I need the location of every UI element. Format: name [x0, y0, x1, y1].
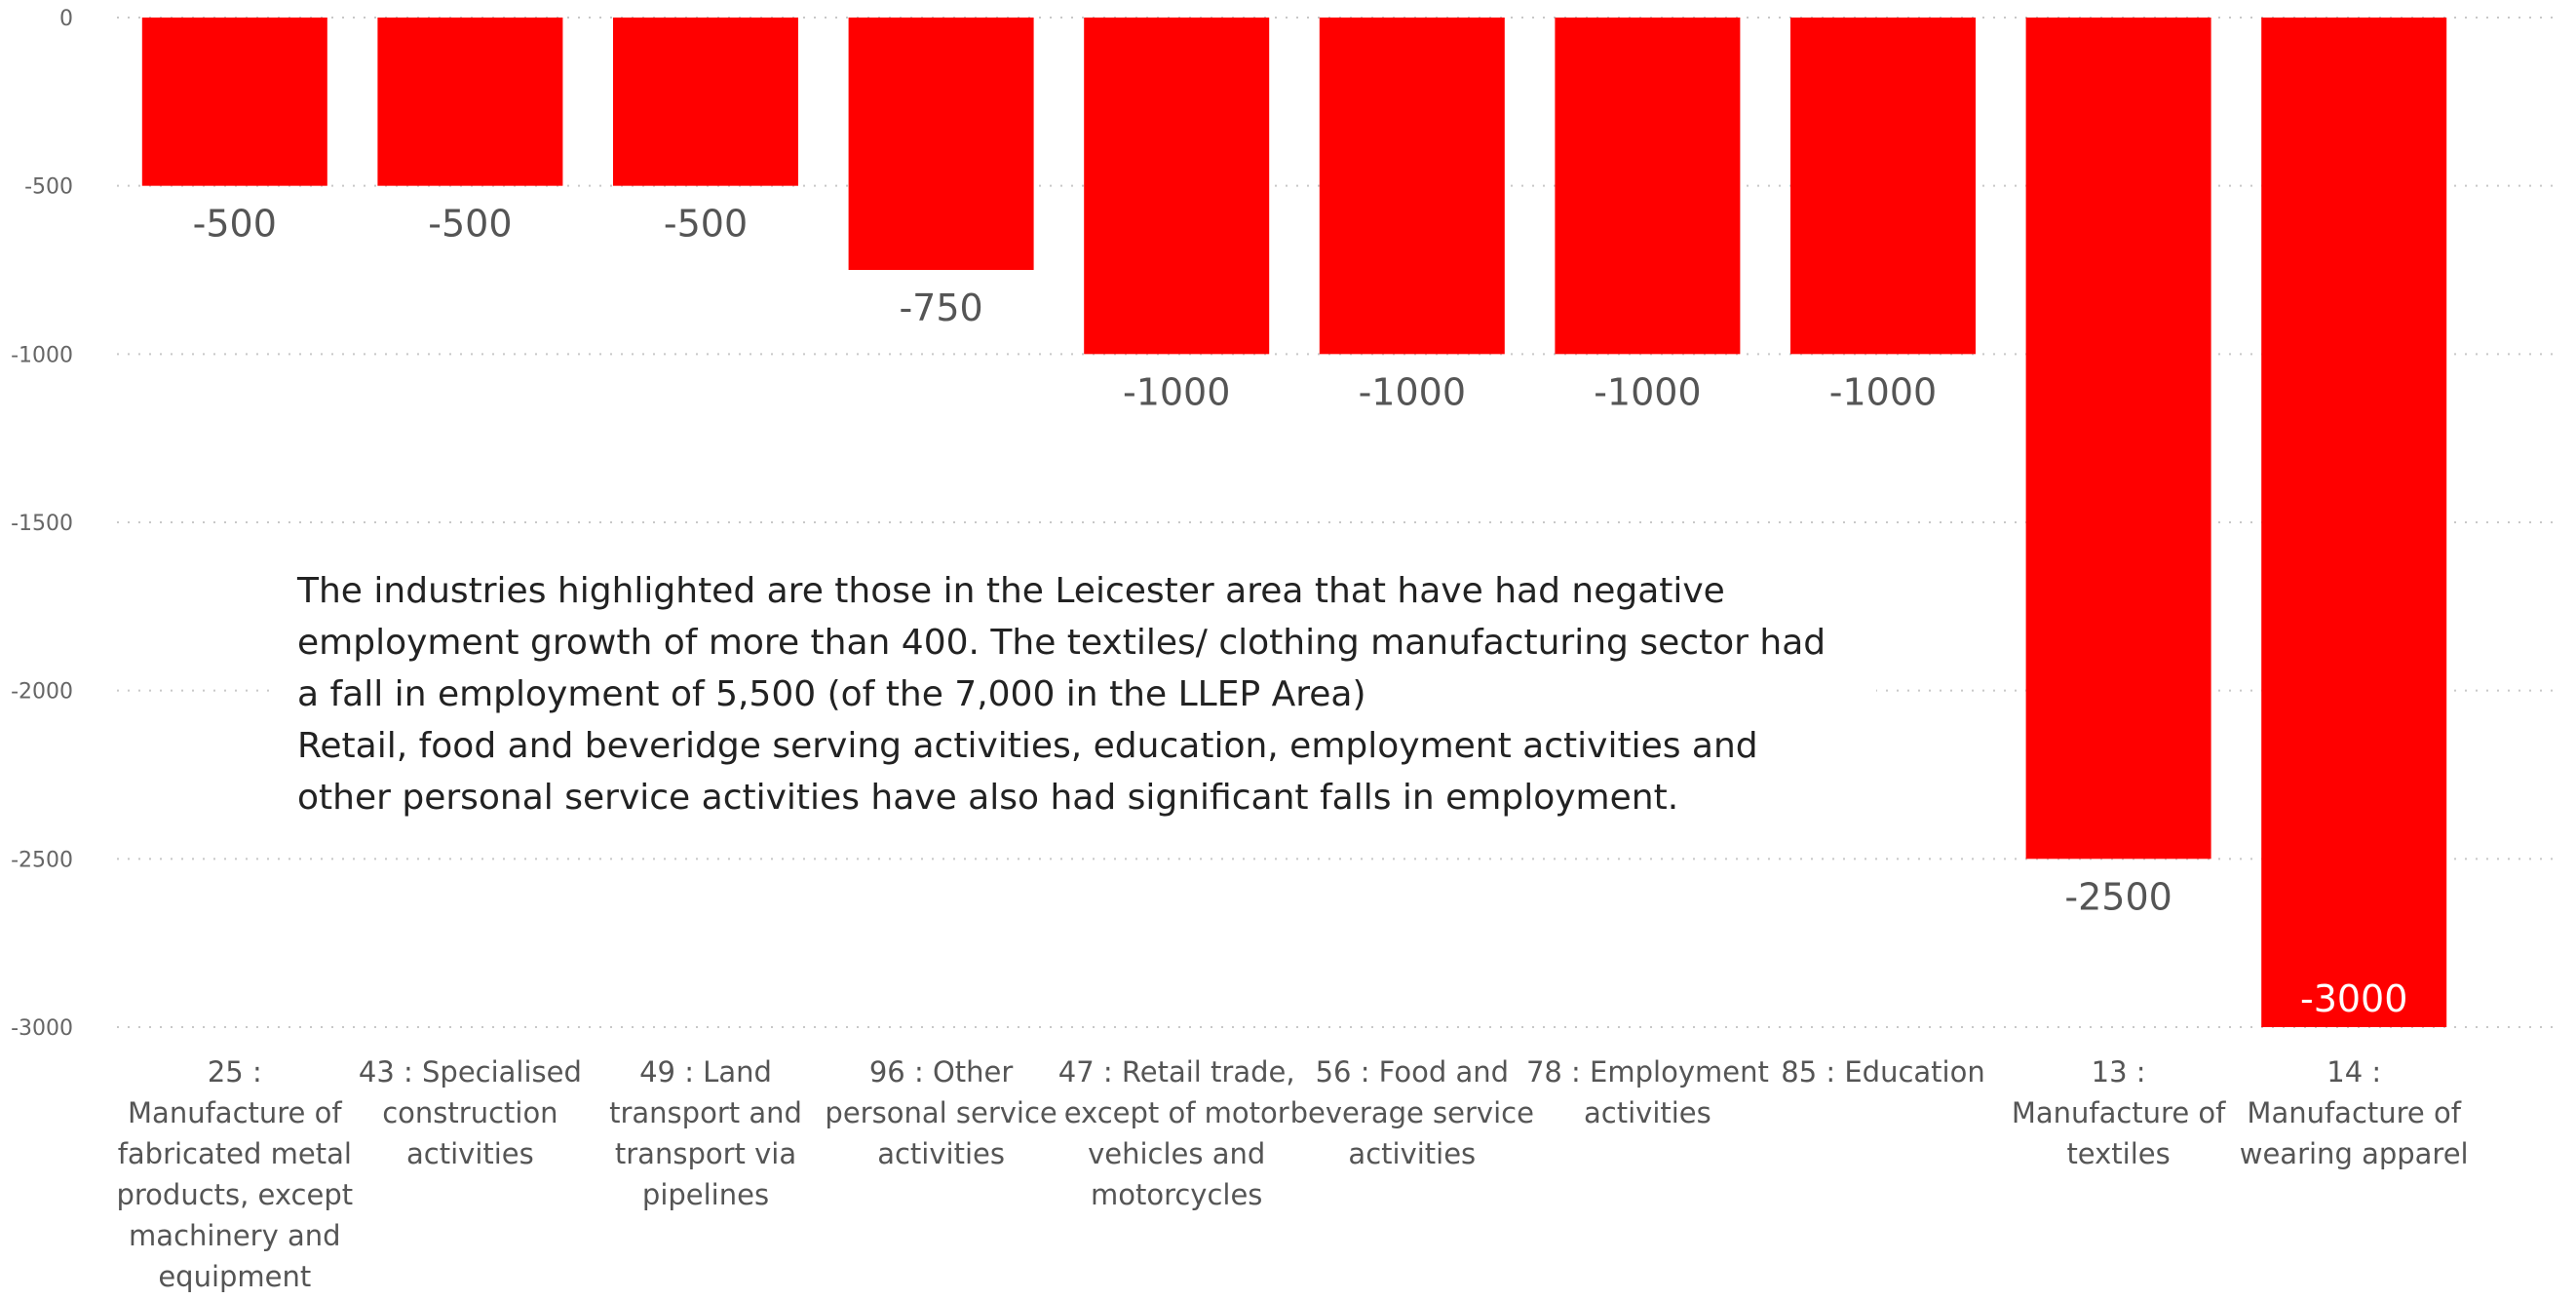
bars	[141, 18, 2447, 1027]
x-tick-label: 25 : Manufacture of fabricated metal produc…	[116, 1055, 353, 1293]
x-tick-label: 13 : Manufacture of textiles	[2012, 1055, 2226, 1170]
y-tick-label: -2000	[11, 680, 73, 705]
annotation-paragraph-1: The industries highlighted are those in …	[297, 571, 1826, 714]
bar	[613, 18, 798, 186]
data-label: -1000	[1594, 370, 1701, 413]
data-label: -1000	[1829, 370, 1937, 413]
data-label: -3000	[2300, 977, 2407, 1020]
data-label: -1000	[1123, 370, 1230, 413]
annotation-paragraph-2: Retail, food and beveridge serving activ…	[297, 726, 1758, 818]
y-axis-ticks: 0 -500 -1000 -1500 -2000 -2500 -3000	[11, 7, 73, 1041]
x-tick-label: 56 : Food and beverage service activities	[1290, 1055, 1534, 1170]
y-tick-label: 0	[59, 7, 73, 31]
y-tick-label: -500	[24, 175, 73, 200]
bar	[1790, 18, 1976, 355]
y-tick-label: -3000	[11, 1016, 73, 1041]
x-tick-label: 14 : Manufacture of wearing apparel	[2240, 1055, 2469, 1170]
bar	[2025, 18, 2211, 860]
data-label: -1000	[1359, 370, 1466, 413]
data-label: -750	[899, 287, 982, 329]
bar	[1319, 18, 1505, 355]
bar	[1084, 18, 1270, 355]
x-tick-label: 49 : Land transport and transport via pipel…	[609, 1055, 802, 1211]
x-tick-label: 85 : Education	[1781, 1055, 1985, 1089]
x-tick-label: 78 : Employment activities	[1526, 1055, 1769, 1129]
bar	[1555, 18, 1741, 355]
data-label: -500	[664, 203, 748, 246]
data-labels: -500 -500 -500 -750 -1000 -1000 -1000 -1000 -250…	[193, 203, 2408, 1020]
bar	[141, 18, 327, 186]
x-tick-label: 47 : Retail trade, except of motor vehicle…	[1058, 1055, 1295, 1211]
y-tick-label: -2500	[11, 848, 73, 872]
data-label: -500	[428, 203, 512, 246]
bar	[377, 18, 563, 186]
annotation-text-box: The industries highlighted are those in …	[278, 555, 1876, 833]
x-axis-labels: 25 : Manufacture of fabricated metal produc…	[116, 1055, 2468, 1293]
data-label: -500	[193, 203, 277, 246]
y-tick-label: -1500	[11, 512, 73, 536]
data-label: -2500	[2064, 875, 2172, 918]
bar	[848, 18, 1034, 270]
bar	[2261, 18, 2447, 1027]
y-tick-label: -1000	[11, 343, 73, 367]
x-tick-label: 96 : Other personal service activities	[825, 1055, 1057, 1170]
x-tick-label: 43 : Specialised construction activities	[359, 1055, 582, 1170]
